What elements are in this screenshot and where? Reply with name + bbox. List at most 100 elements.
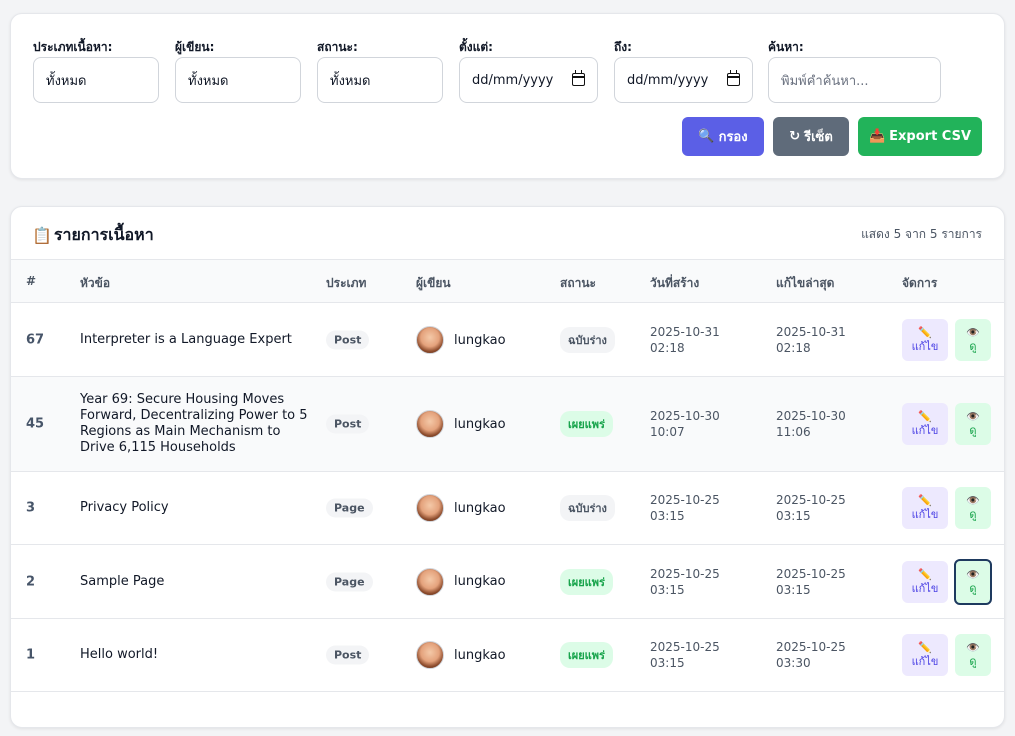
created-day: 2025-10-25 xyxy=(650,566,720,581)
from-date-input[interactable]: dd/mm/yyyy xyxy=(459,57,598,103)
result-count: แสดง 5 จาก 5 รายการ xyxy=(861,227,982,241)
table-row: 2 Sample Page Page lungkao เผยแพร่ 2025-… xyxy=(11,545,1004,619)
magnifier-icon: 🔍 xyxy=(698,129,715,144)
author-filter-label: ผู้เขียน: xyxy=(175,40,215,54)
status-badge: ฉบับร่าง xyxy=(560,327,615,353)
created-date: 2025-10-30 10:07 xyxy=(650,408,720,440)
author-cell: lungkao xyxy=(416,410,506,438)
pencil-icon: ✏️ xyxy=(918,410,932,423)
table-row: 3 Privacy Policy Page lungkao ฉบับร่าง 2… xyxy=(11,472,1004,545)
author-cell: lungkao xyxy=(416,494,506,522)
column-header-type[interactable]: ประเภท xyxy=(326,276,367,290)
updated-date: 2025-10-25 03:30 xyxy=(776,639,846,671)
to-date-input[interactable]: dd/mm/yyyy xyxy=(614,57,753,103)
view-button[interactable]: 👁️ ดู xyxy=(955,403,991,445)
column-header-author[interactable]: ผู้เขียน xyxy=(416,276,451,290)
created-date: 2025-10-25 03:15 xyxy=(650,492,720,524)
type-badge: Page xyxy=(326,498,373,518)
list-header: 📋 รายการเนื้อหา แสดง 5 จาก 5 รายการ xyxy=(11,207,1004,260)
table-row: 1 Hello world! Post lungkao เผยแพร่ 2025… xyxy=(11,619,1004,692)
row-title[interactable]: Year 69: Secure Housing Moves Forward, D… xyxy=(80,392,308,455)
edit-button[interactable]: ✏️ แก้ไข xyxy=(902,403,948,445)
edit-button[interactable]: ✏️ แก้ไข xyxy=(902,634,948,676)
search-label: ค้นหา: xyxy=(768,40,804,54)
updated-time: 03:15 xyxy=(776,509,811,523)
edit-button-label: แก้ไข xyxy=(911,581,939,595)
status-select-value: ทั้งหมด xyxy=(330,73,371,89)
pencil-icon: ✏️ xyxy=(918,494,932,507)
pencil-icon: ✏️ xyxy=(918,641,932,654)
updated-time: 02:18 xyxy=(776,341,811,355)
created-time: 02:18 xyxy=(650,341,685,355)
updated-date: 2025-10-31 02:18 xyxy=(776,324,846,356)
table-row: 45 Year 69: Secure Housing Moves Forward… xyxy=(11,377,1004,472)
updated-day: 2025-10-25 xyxy=(776,640,846,654)
created-time: 03:15 xyxy=(650,509,685,523)
updated-date: 2025-10-30 11:06 xyxy=(776,408,846,440)
status-badge: เผยแพร่ xyxy=(560,568,613,595)
refresh-icon: ↻ xyxy=(789,129,801,144)
created-date: 2025-10-31 02:18 xyxy=(650,324,720,356)
row-id: 45 xyxy=(26,416,45,432)
author-name: lungkao xyxy=(454,647,506,663)
eye-icon: 👁️ xyxy=(966,567,980,581)
calendar-icon[interactable] xyxy=(572,70,585,86)
avatar xyxy=(416,494,444,522)
avatar xyxy=(416,641,444,669)
author-cell: lungkao xyxy=(416,326,506,354)
row-title[interactable]: Interpreter is a Language Expert xyxy=(80,332,292,347)
edit-button[interactable]: ✏️ แก้ไข xyxy=(902,319,948,361)
author-cell: lungkao xyxy=(416,567,506,596)
author-name: lungkao xyxy=(454,500,506,516)
filter-panel: ประเภทเนื้อหา: ทั้งหมด ผู้เขียน: ทั้งหมด… xyxy=(10,13,1005,179)
updated-day: 2025-10-25 xyxy=(776,493,846,507)
eye-icon: 👁️ xyxy=(966,494,980,507)
created-date: 2025-10-25 03:15 xyxy=(650,639,720,671)
created-time: 03:15 xyxy=(650,582,685,597)
edit-button-label: แก้ไข xyxy=(911,508,939,521)
type-badge: Post xyxy=(326,414,370,434)
row-title[interactable]: Privacy Policy xyxy=(80,500,169,515)
calendar-icon[interactable] xyxy=(727,70,740,86)
view-button-label: ดู xyxy=(969,508,977,521)
filter-button[interactable]: 🔍 กรอง xyxy=(682,117,764,156)
edit-button-label: แก้ไข xyxy=(911,424,939,437)
edit-button[interactable]: ✏️ แก้ไข xyxy=(902,487,948,529)
avatar xyxy=(416,326,444,354)
edit-button-label: แก้ไข xyxy=(911,340,939,353)
column-header-created[interactable]: วันที่สร้าง xyxy=(650,276,700,290)
reset-button-label: รีเซ็ต xyxy=(804,130,833,145)
filter-button-label: กรอง xyxy=(718,130,748,145)
author-name: lungkao xyxy=(454,332,506,348)
updated-day: 2025-10-30 xyxy=(776,409,846,423)
clipboard-icon: 📋 xyxy=(32,226,52,245)
search-input[interactable]: พิมพ์คำค้นหา... xyxy=(768,57,941,103)
type-select[interactable]: ทั้งหมด xyxy=(33,57,159,103)
from-date-value: dd/mm/yyyy xyxy=(472,72,554,88)
column-header-id[interactable]: # xyxy=(26,274,37,288)
column-header-updated[interactable]: แก้ไขล่าสุด xyxy=(776,276,835,290)
edit-button[interactable]: ✏️ แก้ไข xyxy=(902,560,948,603)
row-title[interactable]: Sample Page xyxy=(80,573,165,589)
eye-icon: 👁️ xyxy=(966,326,980,339)
updated-time: 11:06 xyxy=(776,425,811,439)
author-select[interactable]: ทั้งหมด xyxy=(175,57,301,103)
view-button-label: ดู xyxy=(969,424,977,437)
updated-time: 03:30 xyxy=(776,656,811,670)
view-button[interactable]: 👁️ ดู xyxy=(954,558,992,605)
edit-button-label: แก้ไข xyxy=(911,655,939,668)
author-select-value: ทั้งหมด xyxy=(188,73,229,89)
export-csv-button[interactable]: 📥 Export CSV xyxy=(858,117,982,156)
view-button[interactable]: 👁️ ดู xyxy=(955,487,991,529)
view-button[interactable]: 👁️ ดู xyxy=(955,634,991,676)
row-id: 1 xyxy=(26,647,36,663)
column-header-title[interactable]: หัวข้อ xyxy=(80,276,111,290)
row-title[interactable]: Hello world! xyxy=(80,647,159,662)
list-title-text: รายการเนื้อหา xyxy=(53,225,154,244)
status-select[interactable]: ทั้งหมด xyxy=(317,57,443,103)
column-header-status[interactable]: สถานะ xyxy=(560,276,596,290)
author-name: lungkao xyxy=(454,574,506,589)
reset-button[interactable]: ↻ รีเซ็ต xyxy=(773,117,849,156)
row-id: 2 xyxy=(26,574,36,589)
view-button[interactable]: 👁️ ดู xyxy=(955,319,991,361)
